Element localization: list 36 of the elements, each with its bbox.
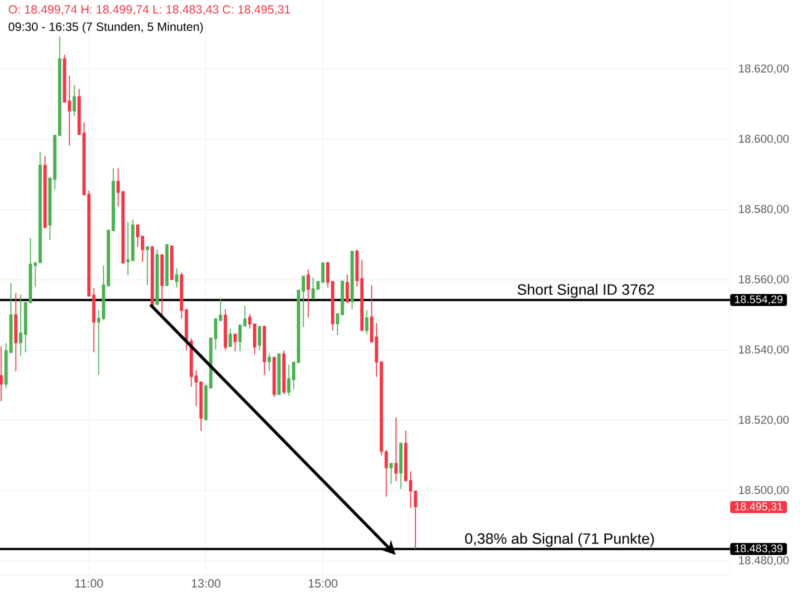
- ref-line-label: Short Signal ID 3762: [518, 284, 654, 298]
- candlestick: [302, 276, 306, 328]
- text: 18.495,31: [735, 502, 782, 512]
- y-tick-label: 18.600,00: [739, 134, 789, 144]
- y-tick-label: 18.580,00: [739, 204, 789, 214]
- candlestick: [228, 328, 232, 348]
- candlestick: [390, 462, 393, 485]
- text: 09:30 - 16:35 (7 Stunden, 5 Minuten): [8, 22, 203, 34]
- y-tick-label: 18.620,00: [739, 64, 789, 74]
- y-tick-label: 18.500,00: [739, 486, 789, 496]
- candlestick: [234, 334, 237, 352]
- chart-title: O: 18.499,74 H: 18.499,74 L: 18.483,43 C: 18.495,31: [8, 5, 290, 16]
- candlestick: [268, 352, 271, 372]
- x-tick-label: 13:00: [192, 579, 220, 588]
- candlestick: [365, 310, 368, 335]
- ref-line-label: 0,38% ab Signal (71 Punkte): [465, 532, 654, 547]
- y-tick-label: 18.480,00: [739, 556, 789, 566]
- y-tick-label: 18.520,00: [739, 416, 789, 426]
- candlestick: [258, 326, 262, 351]
- candlestick: [175, 268, 178, 288]
- candlestick: [394, 416, 398, 482]
- candlestick: [0, 346, 3, 402]
- candlestick: [306, 268, 310, 318]
- x-tick-label: 11:00: [75, 579, 103, 588]
- candlestick: [346, 274, 349, 303]
- candlestick: [321, 262, 325, 284]
- text: 18.483,39: [735, 544, 782, 554]
- candlestick: [68, 75, 72, 146]
- candlestick: [238, 324, 242, 352]
- y-tick-label: 18.540,00: [739, 345, 789, 355]
- candlestick: [72, 84, 76, 116]
- candlestick: [384, 449, 388, 498]
- x-tick-label: 15:00: [308, 579, 338, 588]
- y-tick-label: 18.560,00: [739, 275, 789, 285]
- text: 18.554,29: [735, 295, 782, 305]
- candlestick: [243, 305, 247, 327]
